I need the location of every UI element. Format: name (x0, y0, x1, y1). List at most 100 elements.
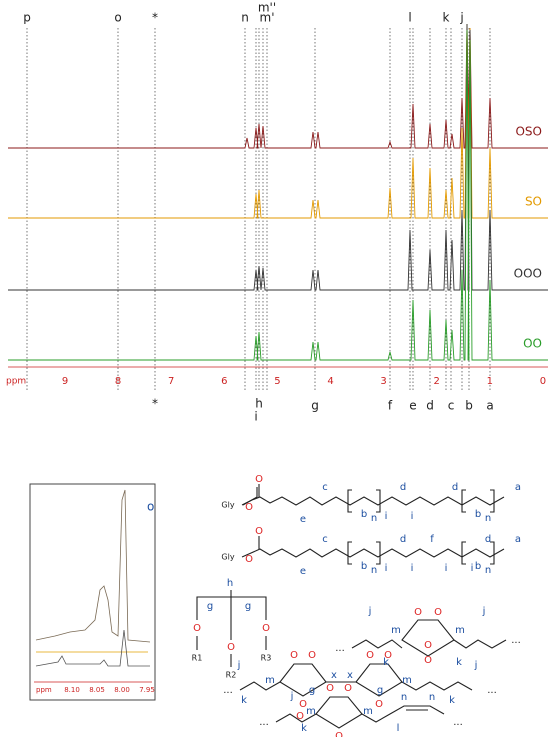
ring (355, 663, 403, 697)
structure-label: n (401, 692, 407, 703)
chain (401, 681, 473, 691)
structure-label: ... (453, 717, 463, 728)
peak-label: * (152, 397, 158, 411)
structure-label: b (475, 561, 481, 572)
peak-label: j (459, 11, 463, 25)
x-tick-label: 5 (274, 376, 280, 387)
trace-label: SO (525, 195, 542, 209)
structure-label: g (309, 685, 315, 696)
structure-label: d (452, 482, 458, 493)
structure-label: b (361, 509, 367, 520)
trace-label: OSO (515, 125, 542, 139)
structure-label: j (290, 691, 294, 702)
structure-label: O (255, 474, 263, 485)
inset-tick-label: 8.00 (114, 686, 130, 694)
chain (241, 548, 505, 558)
structure-label: O (384, 650, 392, 661)
peak-label: a (486, 399, 493, 413)
structure-label: R3 (261, 654, 272, 663)
structure-label: e (300, 566, 306, 577)
x-tick-label: 2 (434, 376, 440, 387)
structure-label: g (377, 685, 383, 696)
peak-label: d (426, 399, 434, 413)
structure-label: m (402, 675, 412, 686)
structure-label: n (371, 513, 377, 524)
x-tick-label: 8 (115, 376, 121, 387)
x-tick-label: 3 (380, 376, 386, 387)
peak-label: * (152, 11, 158, 25)
structure-label: O (227, 642, 235, 653)
structure-label: x (347, 670, 353, 681)
inset-tick-label: 8.05 (89, 686, 105, 694)
ring (315, 696, 363, 729)
structure-label: d (400, 534, 406, 545)
structure-label: O (424, 640, 432, 651)
bracket (347, 489, 352, 513)
structure-label: O (326, 683, 334, 694)
trace-oo (8, 29, 548, 361)
structure-label: Gly (221, 553, 234, 562)
structure-label: O (424, 655, 432, 666)
peak-label: g (311, 399, 319, 413)
structure-label: g (245, 601, 251, 612)
structure-label: j (482, 606, 486, 617)
structure-label: m (306, 706, 316, 717)
peak-label: i (254, 410, 257, 424)
peak-label: l (408, 11, 411, 25)
structure-label: i (411, 563, 414, 574)
chain (239, 681, 281, 691)
structure-label: m (363, 706, 373, 717)
x-tick-label: 6 (221, 376, 227, 387)
structure-label: i (385, 511, 388, 522)
structure-label: a (515, 482, 521, 493)
inset-frame (29, 483, 156, 701)
bracket (376, 489, 381, 513)
bracket (376, 541, 381, 565)
peak-label: p (23, 11, 31, 25)
structure-label: R2 (226, 671, 237, 680)
bracket (347, 541, 352, 565)
inset-tick-label: 7.95 (139, 686, 155, 694)
structure-label: O (193, 623, 201, 634)
structure-label: a (515, 534, 521, 545)
structure-label: c (322, 482, 328, 493)
structure-label: O (344, 683, 352, 694)
chain (453, 639, 507, 649)
structure-label: x (331, 670, 337, 681)
structure-label: j (237, 660, 241, 671)
structure-label: ... (223, 685, 233, 696)
structure-label: O (255, 526, 263, 537)
chain (275, 713, 317, 723)
structure-label: b (475, 509, 481, 520)
ring (401, 619, 455, 657)
structure-label: m (391, 625, 401, 636)
x-tick-label: 4 (327, 376, 333, 387)
structure-label: m (265, 675, 275, 686)
structure-label: h (227, 578, 233, 589)
chain (361, 705, 445, 723)
structure-label: O (245, 554, 253, 565)
structure-label: O (296, 711, 304, 722)
bracket (461, 489, 466, 513)
structure-label: ... (487, 685, 497, 696)
structure-label: c (322, 534, 328, 545)
structure-label: j (474, 660, 478, 671)
x-tick-label: 0 (540, 376, 546, 387)
structure-label: k (456, 657, 462, 668)
peak-label: b (465, 399, 473, 413)
structure-label: e (300, 514, 306, 525)
structure-label: k (383, 657, 389, 668)
structure-label: i (411, 511, 414, 522)
structure-label: ... (335, 643, 345, 654)
structure-label: ... (511, 635, 521, 646)
structure-label: O (245, 502, 253, 513)
structure-label: l (397, 723, 400, 734)
structure-label: n (485, 513, 491, 524)
structure-label: O (375, 699, 383, 710)
x-tick-label: 7 (168, 376, 174, 387)
inset-trace (35, 629, 150, 667)
structure-label: O (366, 650, 374, 661)
chain (241, 496, 505, 506)
